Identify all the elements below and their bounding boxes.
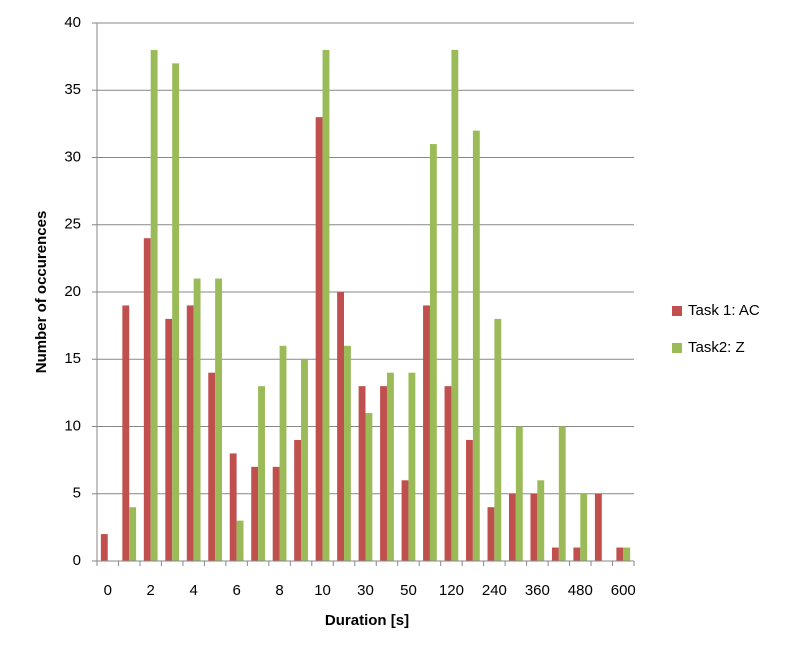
x-tick-label: 50 [400,582,417,599]
bar [215,278,223,561]
bar [165,318,173,561]
x-axis-title: Duration [s] [325,612,409,629]
y-tick-label: 30 [64,148,81,165]
bar [429,144,437,562]
x-tick-label: 30 [357,582,374,599]
bar [451,49,459,562]
bar [487,507,495,561]
y-tick-label: 20 [64,283,81,300]
bar [272,466,280,561]
y-axis-title: Number of occurences [33,211,50,374]
bar [508,493,516,561]
bar [172,63,180,561]
legend-swatch [672,306,682,316]
y-tick-label: 40 [64,14,81,31]
x-tick-label: 4 [189,582,197,599]
bar [322,49,330,562]
x-tick-label: 2 [147,582,155,599]
bar [408,372,416,561]
x-tick-label: 360 [525,582,550,599]
x-tick-label: 240 [482,582,507,599]
x-tick-label: 6 [232,582,240,599]
bar [251,466,259,561]
bar [365,413,373,561]
bar [122,305,130,561]
bar [444,386,452,561]
x-tick-label: 8 [275,582,283,599]
bar [580,493,588,561]
bar [558,426,566,561]
bar [594,493,602,561]
bar [358,386,366,561]
y-tick-label: 5 [73,485,81,502]
bar [186,305,194,561]
bar [193,278,201,561]
bar [229,453,237,561]
bar [530,493,538,561]
bar [150,49,158,562]
x-tick-label: 10 [314,582,331,599]
bar [143,238,151,561]
y-tick-label: 0 [73,552,81,569]
bar [100,534,108,561]
y-tick-label: 10 [64,417,81,434]
bar [494,318,502,561]
bar [315,117,323,562]
x-tick-label: 0 [104,582,112,599]
bar [337,292,345,561]
bar [401,480,409,561]
x-tick-label: 120 [439,582,464,599]
bar [301,359,308,561]
bar [423,305,430,561]
y-tick-label: 35 [64,81,81,98]
bar [466,439,473,561]
bar [279,345,287,561]
bar [294,439,302,561]
y-tick-label: 15 [64,350,81,367]
bar [623,547,631,561]
bar [129,507,137,561]
bar [380,386,387,561]
bar [258,386,265,561]
x-tick-label: 600 [611,582,636,599]
bar [208,372,216,561]
bar [573,547,581,561]
legend-swatch [672,343,682,353]
bar [616,547,624,561]
bar [386,372,394,561]
bar [551,547,559,561]
legend-label: Task2: Z [688,339,745,356]
bar [537,480,545,561]
bar [515,426,523,561]
x-tick-label: 480 [568,582,593,599]
bar [472,130,480,561]
bar [344,345,351,561]
legend-label: Task 1: AC [688,302,760,319]
y-tick-label: 25 [64,216,81,233]
bar [236,520,244,561]
